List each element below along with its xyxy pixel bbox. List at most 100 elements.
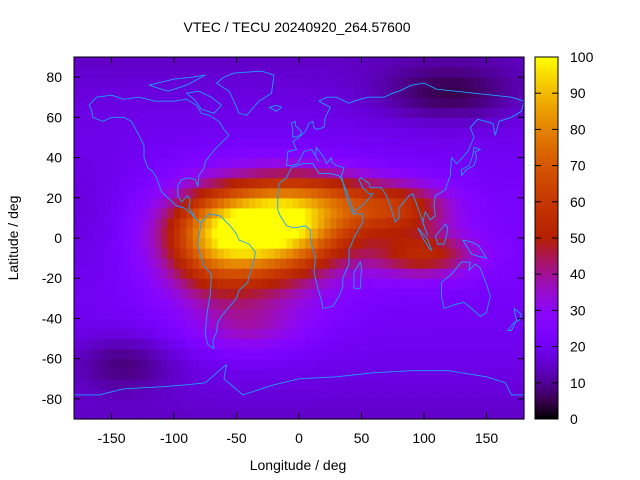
heatmap-cell bbox=[480, 97, 488, 108]
heatmap-cell bbox=[242, 338, 250, 350]
heatmap-cell bbox=[124, 408, 131, 420]
heatmap-cell bbox=[386, 268, 394, 279]
heatmap-cell bbox=[105, 258, 113, 269]
heatmap-cell bbox=[411, 207, 419, 219]
heatmap-cell bbox=[117, 157, 125, 169]
heatmap-cell bbox=[155, 147, 163, 159]
heatmap-cell bbox=[324, 278, 331, 289]
heatmap-cell bbox=[411, 328, 419, 340]
heatmap-cell bbox=[299, 318, 306, 330]
heatmap-cell bbox=[411, 187, 419, 199]
heatmap-cell bbox=[167, 398, 175, 410]
heatmap-cell bbox=[292, 238, 300, 249]
heatmap-cell bbox=[424, 207, 431, 219]
heatmap-cell bbox=[361, 248, 369, 259]
heatmap-cell bbox=[517, 278, 525, 289]
heatmap-cell bbox=[86, 147, 94, 159]
heatmap-cell bbox=[274, 278, 281, 289]
heatmap-cell bbox=[511, 217, 519, 229]
heatmap-cell bbox=[224, 378, 231, 390]
heatmap-cell bbox=[330, 117, 338, 128]
heatmap-cell bbox=[192, 57, 200, 68]
heatmap-cell bbox=[105, 268, 113, 279]
heatmap-cell bbox=[361, 238, 369, 249]
heatmap-cell bbox=[136, 348, 144, 360]
heatmap-cell bbox=[361, 117, 369, 128]
heatmap-cell bbox=[424, 298, 431, 309]
heatmap-cell bbox=[424, 227, 431, 239]
heatmap-cell bbox=[280, 57, 288, 68]
heatmap-cell bbox=[86, 167, 94, 179]
heatmap-cell bbox=[205, 348, 213, 360]
heatmap-cell bbox=[286, 248, 294, 259]
heatmap-cell bbox=[336, 398, 344, 410]
heatmap-cell bbox=[392, 318, 400, 330]
heatmap-cell bbox=[167, 288, 175, 299]
heatmap-cell bbox=[424, 268, 431, 279]
heatmap-cell bbox=[517, 268, 525, 279]
heatmap-cell bbox=[430, 408, 438, 420]
heatmap-cell bbox=[467, 107, 475, 118]
heatmap-cell bbox=[374, 137, 381, 149]
heatmap-cell bbox=[292, 338, 300, 350]
heatmap-cell bbox=[117, 378, 125, 390]
heatmap-cell bbox=[230, 338, 238, 350]
heatmap-cell bbox=[274, 348, 281, 360]
heatmap-cell bbox=[455, 318, 463, 330]
heatmap-cell bbox=[380, 358, 388, 370]
heatmap-cell bbox=[217, 187, 225, 199]
heatmap-cell bbox=[155, 328, 163, 340]
heatmap-cell bbox=[380, 338, 388, 350]
heatmap-cell bbox=[505, 298, 513, 309]
heatmap-cell bbox=[386, 217, 394, 229]
heatmap-cell bbox=[317, 358, 325, 370]
heatmap-cell bbox=[417, 137, 425, 149]
heatmap-cell bbox=[349, 167, 356, 179]
heatmap-cell bbox=[399, 308, 406, 320]
heatmap-cell bbox=[86, 258, 94, 269]
heatmap-cell bbox=[461, 67, 469, 78]
heatmap-cell bbox=[405, 368, 413, 380]
heatmap-cell bbox=[80, 248, 88, 259]
heatmap-cell bbox=[342, 107, 350, 118]
heatmap-cell bbox=[149, 368, 156, 380]
heatmap-cell bbox=[311, 57, 319, 68]
heatmap-cell bbox=[180, 278, 188, 289]
heatmap-cell bbox=[449, 67, 456, 78]
heatmap-cell bbox=[267, 408, 275, 420]
heatmap-cell bbox=[417, 328, 425, 340]
heatmap-cell bbox=[236, 117, 244, 128]
heatmap-cell bbox=[155, 207, 163, 219]
heatmap-cell bbox=[461, 207, 469, 219]
heatmap-cell bbox=[399, 177, 406, 189]
heatmap-cell bbox=[467, 318, 475, 330]
heatmap-cell bbox=[155, 308, 163, 320]
heatmap-cell bbox=[374, 207, 381, 219]
heatmap-cell bbox=[130, 358, 138, 370]
heatmap-cell bbox=[317, 298, 325, 309]
heatmap-cell bbox=[130, 308, 138, 320]
heatmap-cell bbox=[492, 57, 500, 68]
heatmap-cell bbox=[305, 227, 313, 239]
heatmap-cell bbox=[386, 368, 394, 380]
heatmap-cell bbox=[474, 278, 481, 289]
heatmap-cell bbox=[180, 288, 188, 299]
heatmap-cell bbox=[280, 248, 288, 259]
heatmap-cell bbox=[405, 117, 413, 128]
heatmap-cell bbox=[505, 167, 513, 179]
heatmap-cell bbox=[324, 398, 331, 410]
heatmap-cell bbox=[99, 157, 106, 169]
coastline-new-zealand bbox=[506, 308, 523, 331]
heatmap-cell bbox=[192, 338, 200, 350]
heatmap-cell bbox=[324, 167, 331, 179]
heatmap-cell bbox=[486, 227, 494, 239]
heatmap-cell bbox=[217, 288, 225, 299]
heatmap-cell bbox=[224, 338, 231, 350]
heatmap-cell bbox=[155, 388, 163, 400]
heatmap-cell bbox=[330, 57, 338, 68]
heatmap-cell bbox=[186, 167, 194, 179]
heatmap-cell bbox=[305, 298, 313, 309]
heatmap-cell bbox=[142, 117, 150, 128]
heatmap-cell bbox=[105, 398, 113, 410]
